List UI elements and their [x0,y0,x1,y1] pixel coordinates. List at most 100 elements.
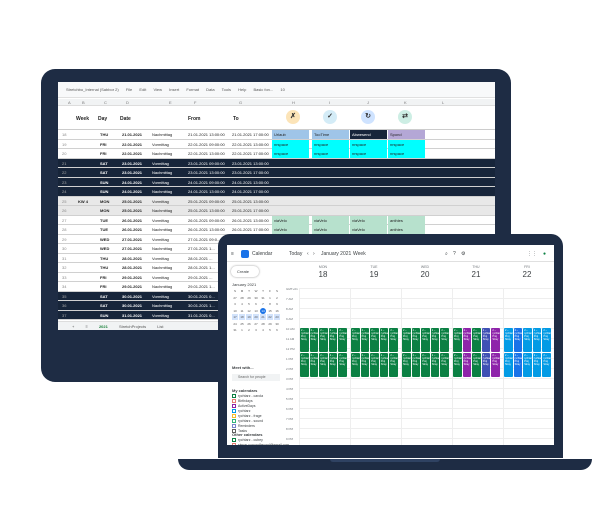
cell-day[interactable]: SAT [100,170,108,175]
row-number[interactable]: 19 [62,141,67,147]
calendar-event[interactable]: 2 – rychtarz Proj Stray [379,328,389,352]
column-letter-c[interactable]: C [104,100,107,105]
calendar-event[interactable]: 2 – rychtarz Proj Stray [472,353,481,377]
cell-day[interactable]: SUN [100,179,109,185]
cell-date[interactable]: 26.01.2021 [122,217,143,223]
cell-day[interactable]: SAT [100,303,108,308]
calendar-event[interactable]: 2 – rychtarz Proj Stray [532,328,542,352]
cell-date[interactable]: 24.01.2021 [122,189,143,194]
cell-from[interactable]: 22.01.2021 13:00:00 [188,151,225,156]
row-number[interactable]: 21 [62,160,67,166]
cell-date[interactable]: 21.01.2021 [122,132,143,137]
cell-status-h[interactable] [312,206,349,215]
mini-calendar-day[interactable]: 29 [268,321,272,326]
mini-calendar-day[interactable]: 28 [261,321,265,326]
menu-file[interactable]: File [125,87,133,92]
table-row[interactable]: 22 SAT 23.01.2021 Nachmittag 23.01.2021 13:0… [58,168,495,178]
other-calendar-item[interactable]: simon.vonundfreund@gmail.com [232,443,289,445]
cell-week[interactable] [76,311,78,320]
cell-date[interactable]: 29.01.2021 [122,284,143,289]
cell-status-j[interactable] [388,206,425,215]
cell-status-h[interactable]: nrspace [312,139,349,149]
calendar-event[interactable]: 2 – rychtarz Proj Stray [523,328,532,352]
column-letter-d[interactable]: D [126,100,129,105]
menu-insert[interactable]: Insert [169,87,180,92]
cell-day[interactable]: MON [100,208,110,213]
cell-status-h[interactable]: viaVelo [312,225,349,234]
cell-week[interactable] [76,263,78,272]
mini-calendar-day[interactable]: 5 [248,302,250,306]
day-header-tue[interactable]: TUE 19 [350,265,398,279]
row-number[interactable]: 32 [62,265,67,270]
cell-day[interactable]: WED [100,246,110,251]
mini-calendar-day[interactable]: 4 [262,328,264,332]
cell-status-h[interactable]: viaVelo [312,215,349,225]
cell-slot[interactable]: Vormittag [152,217,169,223]
column-letter-j[interactable]: J [367,100,369,105]
row-number[interactable]: 27 [62,217,67,223]
cell-week[interactable] [76,187,78,196]
cell-slot[interactable]: Vormittag [152,312,169,318]
cell-status-g[interactable]: nrspace [272,139,309,149]
calendar-event[interactable]: 2 – rychtarz Proj Stray [532,353,542,377]
calendar-event[interactable]: 2 – rychtarz Proj Stray [481,328,491,352]
menu-view[interactable]: View [153,87,163,92]
font-select[interactable]: Basic fon... [253,87,274,92]
cell-week[interactable] [76,235,78,244]
cell-status-g[interactable] [272,168,309,177]
cell-status-i[interactable]: nrspace [350,139,387,149]
day-number[interactable]: 21 [471,270,481,279]
row-number[interactable]: 29 [62,236,67,242]
cell-status-i[interactable]: viaVelo [350,215,387,225]
mini-calendar-day[interactable]: 13 [254,308,258,313]
apps-icon[interactable]: ⋮⋮ [527,251,537,257]
cell-slot[interactable]: Vormittag [152,179,169,185]
mini-calendar-day[interactable]: 6 [276,328,278,332]
cell-slot[interactable]: Nachmittag [152,170,173,175]
checkbox-icon[interactable] [232,404,236,409]
day-number[interactable]: 22 [522,270,532,279]
mini-calendar-day[interactable]: 31 [261,295,265,300]
day-header-wed[interactable]: WED 20 [401,265,449,279]
cell-status-i[interactable] [350,159,387,168]
cell-to[interactable]: 26.01.2021 13:00:00 [232,217,269,223]
checkbox-icon[interactable] [232,438,236,443]
mini-calendar-day[interactable]: 7 [262,302,264,306]
mini-calendar-day[interactable]: 19 [246,314,252,320]
calendar-event[interactable]: 2 – rychtarz Proj Stray [440,328,449,352]
prev-week-icon[interactable]: ‹ [307,251,309,257]
cell-status-h[interactable] [312,159,349,168]
next-week-icon[interactable]: › [313,251,315,257]
cell-status-j[interactable]: nrspace [388,139,425,149]
column-letter-i[interactable]: I [329,100,331,105]
cell-to[interactable]: 22.01.2021 13:00:00 [232,141,269,147]
day-header-fri[interactable]: FRI 22 [503,265,551,279]
cell-day[interactable]: WED [100,236,110,242]
cell-day[interactable]: THU [100,265,109,270]
calendar-event[interactable]: 2 – rychtarz Proj Stray [481,353,491,377]
cell-status-i[interactable]: Abwesend [350,130,387,139]
calendar-event[interactable]: 2 – rychtarz Proj Stray [491,353,500,377]
calendar-event[interactable]: 2 – rychtarz Proj Stray [542,328,551,352]
calendar-event[interactable]: 2 – rychtarz Proj Stray [300,353,309,377]
mini-calendar-day[interactable]: 3 [255,328,257,332]
cell-slot[interactable]: Vormittag [152,141,169,147]
column-letter-h[interactable]: H [292,100,295,105]
cell-date[interactable]: 23.01.2021 [122,170,143,175]
column-letter-l[interactable]: L [442,100,445,105]
calendar-event[interactable]: 2 – rychtarz Proj Stray [319,328,328,352]
cell-status-g[interactable] [272,187,309,196]
my-calendar-item[interactable]: rychtarz - frage [232,414,262,419]
create-button[interactable]: Create [231,266,259,277]
checkbox-icon[interactable] [232,429,236,434]
calendar-event[interactable]: 2 – rychtarz Proj Stray [411,328,421,352]
day-number[interactable]: 19 [369,270,379,279]
cell-status-i[interactable] [350,206,387,215]
cell-to[interactable]: 25.01.2021 13:00:00 [232,198,269,204]
table-row[interactable]: 23 SUN 24.01.2021 Vormittag 24.01.2021 09:00… [58,177,495,187]
calendar-event[interactable]: 2 – rychtarz Proj Stray [309,328,319,352]
cell-status-h[interactable]: TooTime [312,130,349,139]
cell-status-h[interactable] [312,168,349,177]
cell-slot[interactable]: Vormittag [152,236,169,242]
cell-status-j[interactable]: anthies [388,215,425,225]
